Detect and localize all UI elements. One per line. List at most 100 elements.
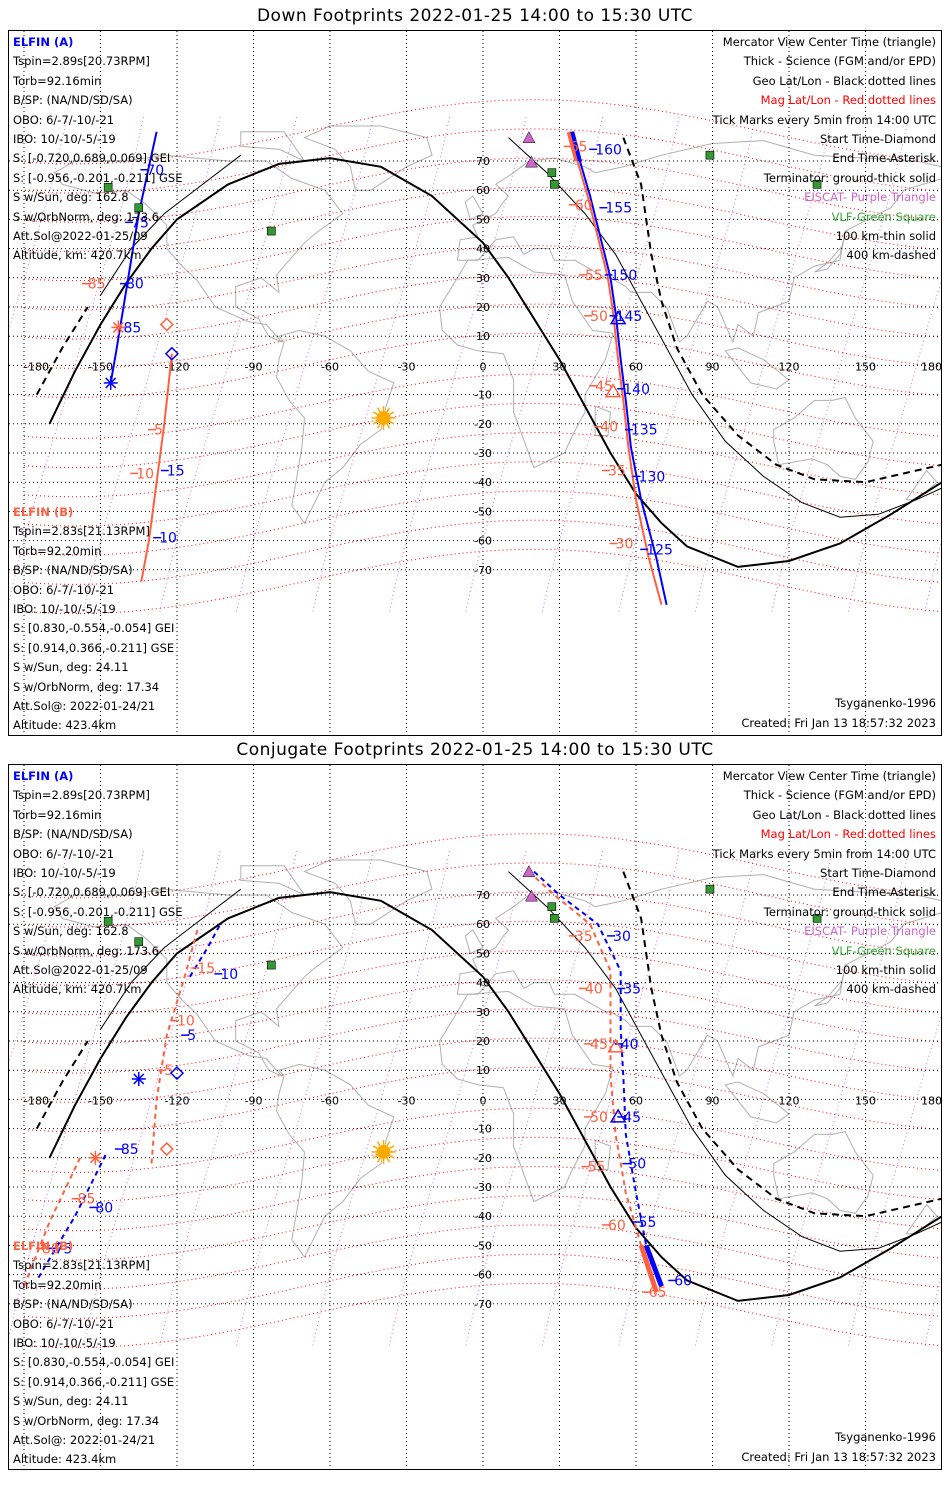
terminator-100km [508, 871, 941, 1252]
elfin-b-info: ELFIN (B) Tspin=2.83s[21.13RPM] Torb=92.20… [13, 503, 175, 735]
elfin-a-param: S w/Sun, deg: 162.8 [13, 924, 129, 939]
mag-parallel [23, 833, 941, 899]
start-diamond [159, 317, 174, 332]
vlf-marker [550, 180, 559, 189]
vlf-marker [267, 960, 276, 970]
elfin-b-header: ELFIN (B) [13, 1239, 74, 1253]
landmass [814, 233, 846, 273]
legend-item: VLF-Green Square [831, 943, 936, 958]
elfin-a-info: ELFIN (A) Tspin=2.89s[20.73RPM] Torb=92.16… [13, 767, 182, 1000]
elfin-b-track [568, 131, 663, 606]
elfin-a-param: Altitude, km: 420.7km [13, 248, 142, 263]
landmass [275, 329, 395, 525]
lat-tick-label: 50 [476, 947, 490, 960]
created-timestamp: Created: Fri Jan 13 18:57:32 2023 [741, 1450, 936, 1464]
mag-parallel [23, 1224, 941, 1290]
legend-item: Thick - Science (FGM and/or EPD) [743, 54, 936, 69]
lon-tick-label: 150 [855, 1094, 876, 1107]
elfin-a-time-label: 60 [674, 1273, 692, 1289]
lat-tick-label: -30 [474, 1181, 492, 1194]
elfin-b-time-label: 50 [590, 1110, 608, 1126]
eiscat-marker [525, 889, 538, 902]
elfin-a-param: Altitude, km: 420.7km [13, 982, 142, 997]
elfin-b-time-label: 40 [600, 420, 618, 436]
elfin-b-param: B/SP: (NA/ND/SD/SA) [13, 1297, 133, 1312]
eiscat-marker [522, 865, 536, 877]
vlf-marker [812, 914, 822, 923]
landmass [439, 256, 614, 469]
elfin-b-time-label: 65 [649, 1285, 667, 1301]
elfin-b-time-label: 5 [164, 1063, 173, 1079]
elfin-a-header: ELFIN (A) [13, 769, 74, 783]
elfin-a-science [643, 1244, 664, 1288]
mag-parallel [23, 1107, 941, 1173]
lon-tick-label: -180 [24, 360, 49, 373]
elfin-a-param: Tspin=2.89s[20.73RPM] [13, 54, 150, 69]
terminator-400km [35, 1040, 89, 1130]
lat-tick-label: 60 [476, 184, 490, 197]
elfin-b-time-label: 5 [154, 423, 163, 439]
landmass [275, 1063, 395, 1259]
elfin-a-param: S w/Sun, deg: 162.8 [13, 190, 129, 205]
lon-tick-label: -60 [321, 1094, 339, 1107]
elfin-b-param: Altitude: 423.4km [13, 1452, 117, 1467]
landmass [464, 929, 484, 955]
vlf-marker [705, 150, 715, 160]
elfin-b-track [528, 870, 658, 1293]
vlf-marker [103, 916, 113, 926]
start-diamond [169, 1066, 185, 1081]
legend-item: Geo Lat/Lon - Black dotted lines [752, 73, 936, 88]
elfin-a-track [109, 131, 158, 384]
elfin-a-track [533, 870, 663, 1287]
vlf-marker [547, 902, 557, 911]
elfin-b-param: Torb=92.20min [13, 1277, 102, 1292]
elfin-a-param: B/SP: (NA/ND/SD/SA) [13, 827, 133, 842]
elfin-a-time-label: 75 [131, 215, 149, 231]
lat-tick-label: 50 [476, 213, 490, 226]
end-asterisk [131, 1071, 146, 1086]
mag-parallel [23, 186, 941, 253]
lon-tick-label: 120 [779, 1094, 800, 1107]
model-name: Tsyganenko-1996 [835, 1430, 936, 1444]
landmass [464, 195, 484, 221]
terminator-100km [100, 888, 242, 1030]
footprint-tracks [23, 870, 664, 1293]
mag-parallel [23, 1253, 941, 1319]
landmass [53, 154, 344, 343]
lon-tick-label: 90 [706, 1094, 720, 1107]
legend-item: Tick Marks every 5min from 14:00 UTC [712, 846, 936, 861]
lat-tick-label: 10 [476, 330, 490, 343]
legend-item: Mercator View Center Time (triangle) [722, 769, 936, 783]
lat-tick-label: 30 [476, 272, 490, 285]
panel-title: Down Footprints 2022-01-25 14:00 to 15:3… [256, 6, 694, 26]
elfin-b-param: S: [0.914,0.366,-0.211] GSE [13, 640, 175, 655]
mag-parallel [23, 519, 941, 585]
terminator-100km [100, 154, 242, 296]
lat-tick-label: -10 [474, 389, 492, 402]
elfin-a-param: B/SP: (NA/ND/SD/SA) [13, 93, 133, 108]
elfin-a-time-label: 85 [123, 320, 141, 336]
elfin-b-time-label: 10 [177, 1014, 195, 1030]
elfin-a-param: S: [-0.720,0.689,0.069] GEI [13, 151, 171, 166]
vlf-marker [267, 226, 276, 236]
geo-grid [9, 31, 941, 735]
mag-parallel [23, 402, 941, 469]
lat-tick-label: 20 [476, 301, 490, 314]
lon-tick-label: 30 [553, 1094, 567, 1107]
lon-tick-label: -90 [245, 360, 263, 373]
end-asterisk [111, 320, 126, 335]
legend-item: 100 km-thin solid [835, 229, 936, 244]
panel-title: Conjugate Footprints 2022-01-25 14:00 to… [236, 740, 714, 760]
lat-tick-label: -50 [474, 1239, 492, 1252]
lon-tick-label: 180 [921, 1094, 942, 1107]
legend-item: 400 km-dashed [846, 982, 936, 997]
lat-tick-label: 30 [476, 1006, 490, 1019]
elfin-b-param: OBO: 6/-7/-10/-21 [13, 1316, 115, 1331]
elfin-a-param: Torb=92.16min [13, 73, 102, 88]
elfin-b-time-label: 40 [585, 981, 603, 997]
lon-tick-label: 0 [480, 1094, 487, 1107]
lat-tick-label: -10 [474, 1123, 492, 1136]
model-name: Tsyganenko-1996 [835, 696, 936, 710]
elfin-b-time-label: 55 [588, 1160, 606, 1176]
lat-tick-label: -50 [474, 505, 492, 518]
